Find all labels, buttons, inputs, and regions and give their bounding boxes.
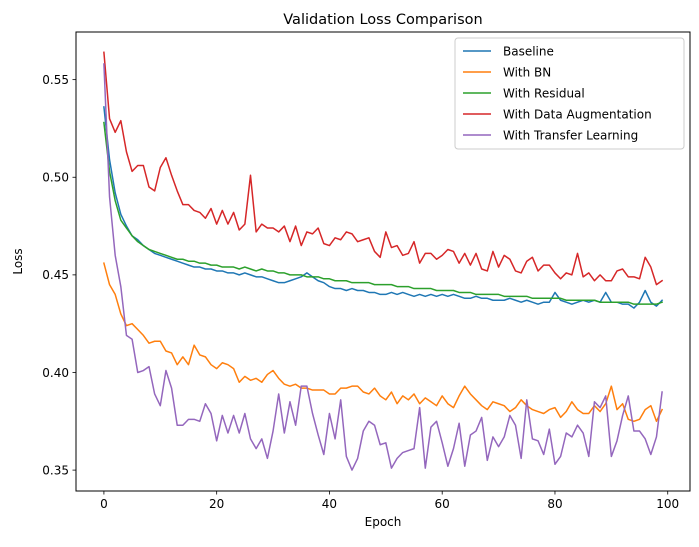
x-tick-label: 60: [435, 497, 450, 511]
legend-label: Baseline: [503, 44, 554, 58]
x-tick-label: 20: [209, 497, 224, 511]
x-axis-label: Epoch: [365, 515, 402, 529]
y-tick-label: 0.40: [42, 366, 69, 380]
plot-frame: [75, 31, 691, 492]
legend: Baseline With BN With Residual With Data Au…: [454, 37, 685, 150]
legend-label: With Transfer Learning: [503, 128, 638, 142]
series-line-with-residual: [103, 121, 664, 305]
chart-title: Validation Loss Comparison: [283, 12, 482, 28]
series-line-with-data-augmentation: [103, 51, 664, 286]
y-tick-label: 0.50: [42, 171, 69, 185]
x-tick-label: 40: [322, 497, 337, 511]
legend-label: With Data Augmentation: [503, 107, 652, 121]
y-tick-label: 0.55: [42, 73, 69, 87]
x-tick-label: 0: [100, 497, 108, 511]
y-axis: 0.35 0.40 0.45 0.50 0.55: [42, 73, 76, 477]
x-tick-label: 80: [547, 497, 562, 511]
legend-label: With BN: [503, 65, 551, 79]
legend-box: [454, 37, 685, 150]
x-axis: 0 20 40 60 80 100: [100, 491, 679, 511]
series-line-with-transfer-learning: [103, 63, 663, 471]
series-line-with-bn: [102, 262, 664, 423]
series-line-baseline: [103, 106, 664, 309]
y-tick-label: 0.45: [42, 268, 69, 282]
y-tick-label: 0.35: [42, 463, 69, 477]
series-layer: [102, 51, 664, 471]
y-axis-label: Loss: [11, 248, 25, 274]
x-tick-label: 100: [656, 497, 679, 511]
legend-label: With Residual: [503, 86, 585, 100]
